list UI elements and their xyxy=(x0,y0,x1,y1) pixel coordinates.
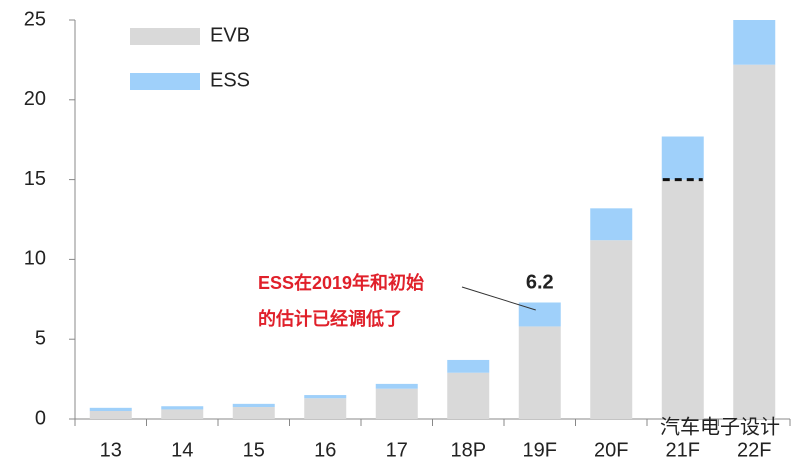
bar-segment xyxy=(304,395,347,399)
x-tick-label: 13 xyxy=(100,439,122,461)
bar-segment xyxy=(304,398,347,419)
x-tick-label: 18P xyxy=(450,439,486,461)
bar-segment xyxy=(89,407,132,412)
y-tick-label: 20 xyxy=(24,88,46,110)
watermark: 汽车电子设计 xyxy=(660,415,780,438)
y-tick-label: 5 xyxy=(35,327,46,349)
legend-swatch xyxy=(130,28,200,45)
leader-line xyxy=(461,286,536,311)
bar-segment xyxy=(447,359,490,373)
bar-segment xyxy=(161,409,204,419)
bar-segment xyxy=(733,20,776,65)
bar-segment xyxy=(733,64,776,420)
bar-segment xyxy=(232,403,275,408)
bar-segment xyxy=(590,240,633,419)
bar-segment xyxy=(661,136,704,180)
annotation-text: 的估计已经调低了 xyxy=(258,308,402,329)
bar-segment xyxy=(375,388,418,419)
y-tick-label: 10 xyxy=(24,248,46,270)
x-tick-label: 16 xyxy=(314,439,336,461)
x-tick-label: 21F xyxy=(666,439,700,461)
x-tick-label: 17 xyxy=(386,439,408,461)
x-tick-label: 20F xyxy=(594,439,628,461)
bar-segment xyxy=(590,208,633,241)
bar-segment xyxy=(161,406,204,410)
bar-segment xyxy=(447,372,490,419)
bar-segment xyxy=(661,179,704,419)
x-tick-label: 14 xyxy=(171,439,193,461)
bar-segment xyxy=(518,302,561,327)
legend-swatch xyxy=(130,73,200,90)
annotation-text: ESS在2019年和初始 xyxy=(258,272,424,293)
bar-segment xyxy=(375,383,418,389)
bar-segment xyxy=(89,411,132,419)
legend-label: EVB xyxy=(210,24,250,46)
y-tick-label: 25 xyxy=(24,8,46,30)
x-tick-label: 19F xyxy=(523,439,557,461)
x-tick-label: 15 xyxy=(243,439,265,461)
legend-label: ESS xyxy=(210,69,250,91)
y-tick-label: 0 xyxy=(35,407,46,429)
x-tick-label: 22F xyxy=(737,439,771,461)
bar-segment xyxy=(232,407,275,419)
annotation-value: 6.2 xyxy=(526,271,554,293)
bar-segment xyxy=(518,326,561,419)
y-tick-label: 15 xyxy=(24,168,46,190)
